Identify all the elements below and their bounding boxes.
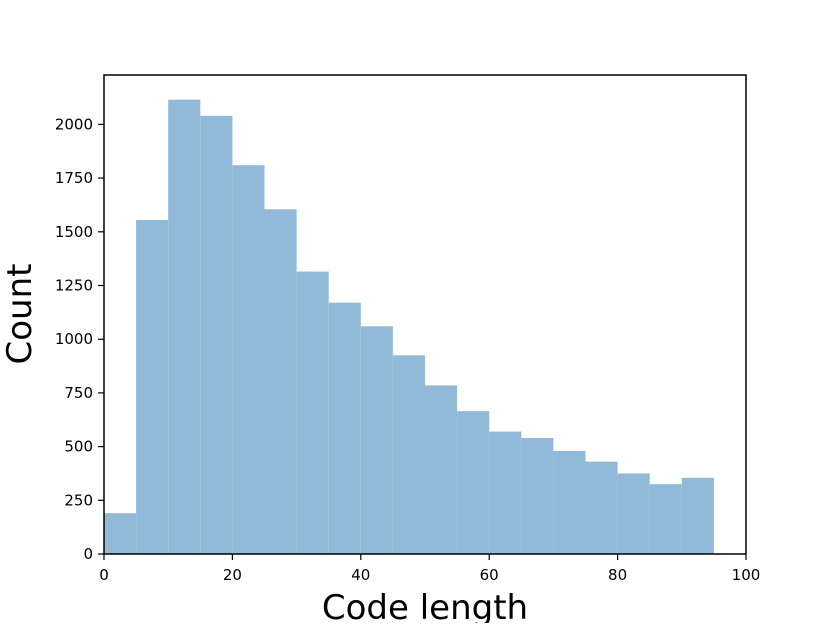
histogram-bar: [457, 411, 490, 554]
x-tick-label: 100: [732, 566, 761, 584]
y-tick-label: 1000: [55, 330, 93, 348]
histogram-bar: [360, 326, 393, 554]
y-tick-label: 1500: [55, 223, 93, 241]
histogram-bar: [649, 484, 682, 554]
histogram-bar: [521, 438, 554, 554]
histogram-bar: [232, 165, 265, 554]
histogram-bar: [585, 461, 618, 554]
x-tick-label: 80: [608, 566, 627, 584]
histogram-bar: [264, 209, 297, 554]
histogram-bar: [681, 477, 714, 554]
x-tick-label: 20: [223, 566, 242, 584]
histogram-bar: [489, 431, 522, 554]
x-tick-label: 0: [99, 566, 109, 584]
histogram-bar: [328, 302, 361, 554]
histogram-bar: [617, 473, 650, 554]
axes-frame: [103, 74, 747, 555]
y-tick-label: 500: [64, 438, 93, 456]
y-tick-label: 250: [64, 491, 93, 509]
histogram-bar: [136, 219, 169, 555]
y-tick-label: 2000: [55, 115, 93, 133]
histogram-bar: [425, 385, 458, 554]
histogram-bar: [296, 271, 329, 554]
y-tick-label: 0: [83, 545, 93, 563]
y-tick-label: 750: [64, 384, 93, 402]
bars-group: [104, 99, 714, 555]
histogram-bar: [200, 115, 233, 555]
x-tick-label: 40: [351, 566, 370, 584]
y-tick-label: 1750: [55, 169, 93, 187]
y-axis-label: Count: [0, 264, 40, 365]
histogram-bar: [168, 99, 201, 555]
x-axis-label: Code length: [322, 588, 528, 623]
x-axis-ticks: 0 20 40 60 80 100: [99, 554, 760, 584]
y-axis-ticks: 0 250 500 750 1000 1250 1500 1750 2000: [55, 115, 104, 563]
x-tick-label: 60: [480, 566, 499, 584]
histogram-bar: [392, 355, 425, 554]
y-tick-label: 1250: [55, 277, 93, 295]
histogram-bar: [104, 513, 137, 554]
histogram-bar: [553, 450, 586, 554]
